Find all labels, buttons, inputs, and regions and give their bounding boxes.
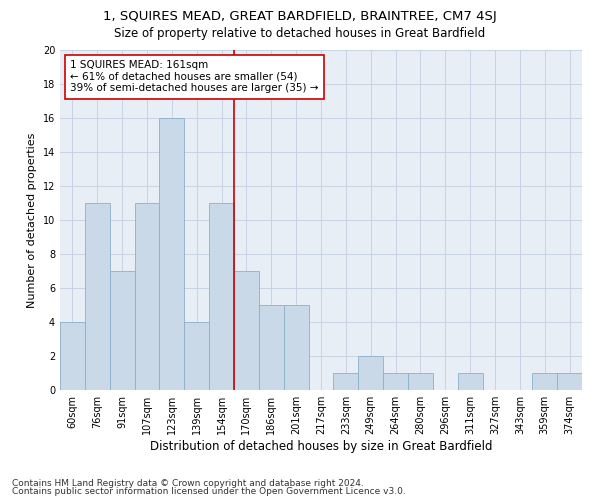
Bar (334, 373, 358, 390)
Bar (408, 373, 433, 390)
Bar (209, 203, 234, 390)
Bar (60, 322, 85, 390)
Bar (259, 305, 284, 390)
Text: Contains HM Land Registry data © Crown copyright and database right 2024.: Contains HM Land Registry data © Crown c… (12, 478, 364, 488)
Text: 1 SQUIRES MEAD: 161sqm
← 61% of detached houses are smaller (54)
39% of semi-det: 1 SQUIRES MEAD: 161sqm ← 61% of detached… (70, 60, 319, 94)
Bar (234, 271, 259, 390)
X-axis label: Distribution of detached houses by size in Great Bardfield: Distribution of detached houses by size … (150, 440, 492, 453)
Bar (85, 203, 110, 390)
Text: Contains public sector information licensed under the Open Government Licence v3: Contains public sector information licen… (12, 487, 406, 496)
Text: 1, SQUIRES MEAD, GREAT BARDFIELD, BRAINTREE, CM7 4SJ: 1, SQUIRES MEAD, GREAT BARDFIELD, BRAINT… (103, 10, 497, 23)
Bar (284, 305, 308, 390)
Y-axis label: Number of detached properties: Number of detached properties (27, 132, 37, 308)
Bar (134, 203, 160, 390)
Bar (532, 373, 557, 390)
Bar (383, 373, 408, 390)
Bar (458, 373, 482, 390)
Text: Size of property relative to detached houses in Great Bardfield: Size of property relative to detached ho… (115, 28, 485, 40)
Bar (110, 271, 134, 390)
Bar (184, 322, 209, 390)
Bar (557, 373, 582, 390)
Bar (358, 356, 383, 390)
Bar (160, 118, 184, 390)
